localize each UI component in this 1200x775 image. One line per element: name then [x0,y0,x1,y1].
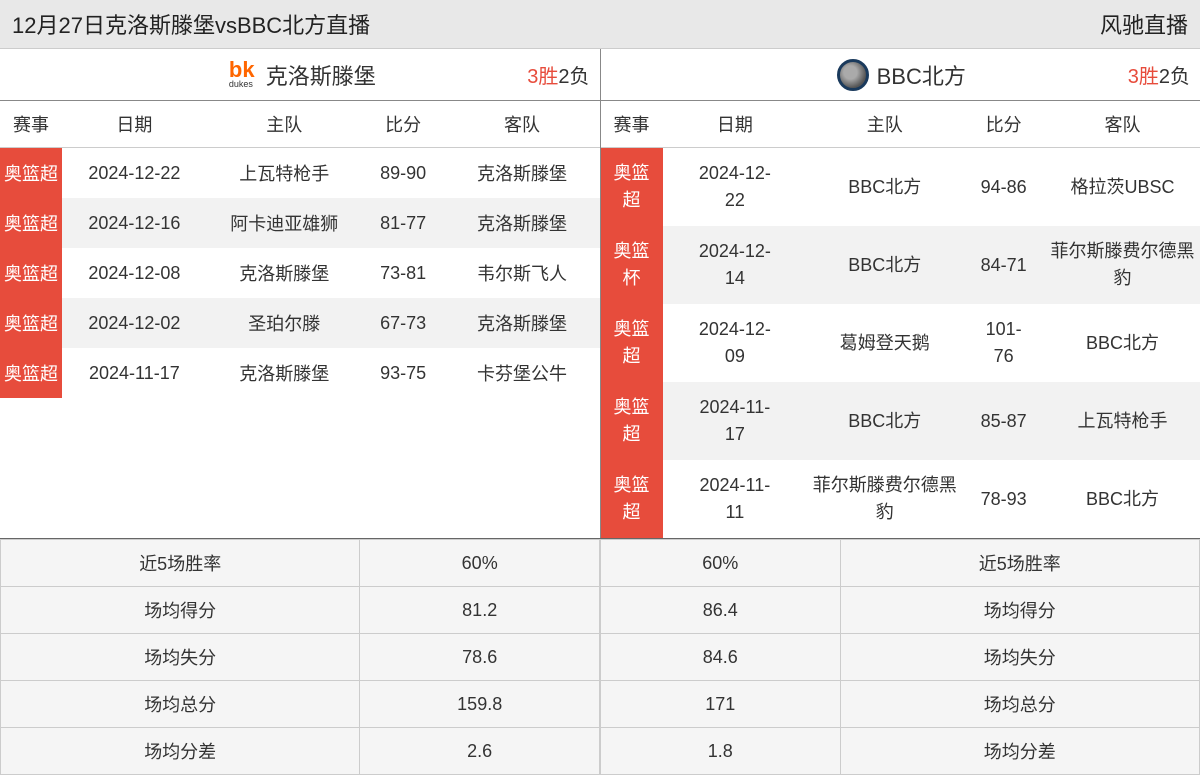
team-b-name: BBC北方 [877,59,966,91]
col-score: 比分 [362,101,445,148]
col-date: 日期 [62,101,207,148]
stat-row: 86.4场均得分 [601,587,1200,634]
match-row: 奥篮超2024-12-16阿卡迪亚雄狮81-77克洛斯滕堡 [0,198,600,248]
match-date: 2024-12-16 [62,198,207,248]
stat-row: 84.6场均失分 [601,634,1200,681]
stat-row: 60%近5场胜率 [601,540,1200,587]
page-title: 12月27日克洛斯滕堡vsBBC北方直播 [12,8,370,40]
match-home: 葛姆登天鹅 [807,304,962,382]
team-b-header: BBC北方 3胜2负 [601,49,1200,101]
team-b-record: 3胜2负 [1128,60,1190,89]
match-score: 81-77 [362,198,445,248]
col-score: 比分 [962,101,1045,148]
team-a-match-table: 赛事 日期 主队 比分 客队 奥篮超2024-12-22上瓦特枪手89-90克洛… [0,101,600,398]
match-row: 奥篮超2024-11-11菲尔斯滕费尔德黑豹78-93BBC北方 [601,460,1200,538]
team-b-panel: BBC北方 3胜2负 赛事 日期 主队 比分 客队 奥篮超2024-12-22B… [601,49,1200,538]
team-a-logo-icon: bk dukes [224,57,260,93]
team-a-panel: bk dukes 克洛斯滕堡 3胜2负 赛事 日期 主队 比分 客队 奥篮超20… [0,49,601,538]
stat-row: 近5场胜率60% [1,540,600,587]
stat-row: 1.8场均分差 [601,728,1200,775]
match-score: 93-75 [362,348,445,398]
col-home: 主队 [207,101,362,148]
match-away: BBC北方 [1045,460,1200,538]
header-bar: 12月27日克洛斯滕堡vsBBC北方直播 风驰直播 [0,0,1200,49]
match-date: 2024-12-09 [663,304,808,382]
team-a-name: 克洛斯滕堡 [266,59,376,91]
match-away: 上瓦特枪手 [1045,382,1200,460]
match-score: 89-90 [362,148,445,199]
match-row: 奥篮超2024-11-17克洛斯滕堡93-75卡芬堡公牛 [0,348,600,398]
match-row: 奥篮超2024-12-22BBC北方94-86格拉茨UBSC [601,148,1200,227]
match-date: 2024-11-17 [663,382,808,460]
match-away: 韦尔斯飞人 [444,248,599,298]
match-home: 克洛斯滕堡 [207,348,362,398]
stat-row: 场均失分78.6 [1,634,600,681]
match-row: 奥篮超2024-12-09葛姆登天鹅101-76BBC北方 [601,304,1200,382]
team-a-header: bk dukes 克洛斯滕堡 3胜2负 [0,49,600,101]
league-badge: 奥篮杯 [601,226,663,304]
league-badge: 奥篮超 [601,148,663,226]
col-away: 客队 [1045,101,1200,148]
stat-row: 171场均总分 [601,681,1200,728]
col-away: 客队 [444,101,599,148]
match-home: BBC北方 [807,226,962,304]
match-home: 克洛斯滕堡 [207,248,362,298]
match-row: 奥篮杯2024-12-14BBC北方84-71菲尔斯滕费尔德黑豹 [601,226,1200,304]
team-b-logo-icon [835,57,871,93]
league-badge: 奥篮超 [0,198,62,248]
team-a-record: 3胜2负 [527,60,589,89]
league-badge: 奥篮超 [601,382,663,460]
match-away: 菲尔斯滕费尔德黑豹 [1045,226,1200,304]
match-score: 84-71 [962,226,1045,304]
match-home: BBC北方 [807,382,962,460]
match-date: 2024-11-11 [663,460,808,538]
match-home: 菲尔斯滕费尔德黑豹 [807,460,962,538]
stats-b-table: 60%近5场胜率 86.4场均得分 84.6场均失分 171场均总分 1.8场均… [600,539,1200,775]
team-b-match-table: 赛事 日期 主队 比分 客队 奥篮超2024-12-22BBC北方94-86格拉… [601,101,1200,538]
col-league: 赛事 [601,101,663,148]
brand-label: 风驰直播 [1100,8,1188,40]
match-score: 67-73 [362,298,445,348]
league-badge: 奥篮超 [601,304,663,382]
match-home: 上瓦特枪手 [207,148,362,199]
match-home: 圣珀尔滕 [207,298,362,348]
match-home: BBC北方 [807,148,962,227]
match-away: 卡芬堡公牛 [444,348,599,398]
league-badge: 奥篮超 [601,460,663,538]
stat-row: 场均分差2.6 [1,728,600,775]
col-league: 赛事 [0,101,62,148]
match-score: 85-87 [962,382,1045,460]
match-home: 阿卡迪亚雄狮 [207,198,362,248]
match-date: 2024-12-22 [62,148,207,199]
teams-container: bk dukes 克洛斯滕堡 3胜2负 赛事 日期 主队 比分 客队 奥篮超20… [0,49,1200,539]
col-home: 主队 [807,101,962,148]
match-row: 奥篮超2024-12-08克洛斯滕堡73-81韦尔斯飞人 [0,248,600,298]
stats-a-table: 近5场胜率60% 场均得分81.2 场均失分78.6 场均总分159.8 场均分… [0,539,600,775]
league-badge: 奥篮超 [0,348,62,398]
match-date: 2024-12-02 [62,298,207,348]
col-date: 日期 [663,101,808,148]
stats-container: 近5场胜率60% 场均得分81.2 场均失分78.6 场均总分159.8 场均分… [0,539,1200,775]
match-date: 2024-11-17 [62,348,207,398]
match-date: 2024-12-08 [62,248,207,298]
match-score: 78-93 [962,460,1045,538]
league-badge: 奥篮超 [0,248,62,298]
league-badge: 奥篮超 [0,148,62,198]
stat-row: 场均得分81.2 [1,587,600,634]
match-row: 奥篮超2024-12-02圣珀尔滕67-73克洛斯滕堡 [0,298,600,348]
match-away: 克洛斯滕堡 [444,198,599,248]
match-away: 克洛斯滕堡 [444,298,599,348]
match-away: 格拉茨UBSC [1045,148,1200,227]
match-score: 73-81 [362,248,445,298]
match-row: 奥篮超2024-11-17BBC北方85-87上瓦特枪手 [601,382,1200,460]
match-date: 2024-12-22 [663,148,808,227]
match-date: 2024-12-14 [663,226,808,304]
league-badge: 奥篮超 [0,298,62,348]
match-score: 101-76 [962,304,1045,382]
match-away: 克洛斯滕堡 [444,148,599,199]
match-away: BBC北方 [1045,304,1200,382]
match-row: 奥篮超2024-12-22上瓦特枪手89-90克洛斯滕堡 [0,148,600,199]
match-score: 94-86 [962,148,1045,227]
stat-row: 场均总分159.8 [1,681,600,728]
